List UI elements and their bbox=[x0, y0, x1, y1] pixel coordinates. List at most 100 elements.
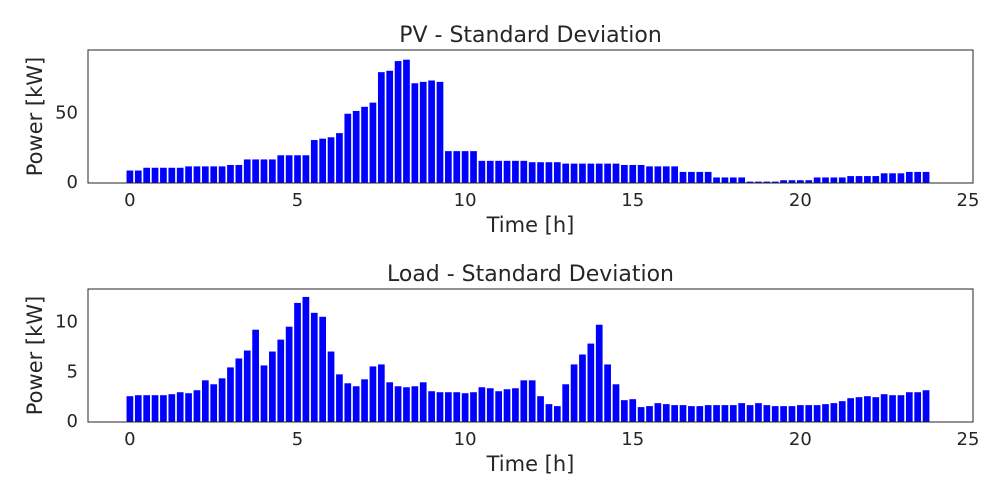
bar bbox=[822, 177, 829, 183]
bar bbox=[336, 374, 343, 422]
bar bbox=[428, 80, 435, 183]
axes-frame bbox=[87, 49, 974, 184]
bar bbox=[654, 166, 662, 183]
bar bbox=[512, 160, 519, 183]
y-tick-label: 0 bbox=[67, 411, 78, 432]
bar bbox=[621, 164, 628, 183]
x-tick-label: 20 bbox=[789, 429, 812, 450]
bar bbox=[813, 405, 821, 422]
bar bbox=[822, 404, 829, 422]
bar bbox=[428, 391, 435, 422]
y-tick-label: 50 bbox=[55, 103, 78, 124]
bar bbox=[461, 393, 469, 422]
bar bbox=[637, 164, 645, 183]
bar bbox=[134, 170, 142, 183]
bar bbox=[872, 397, 880, 422]
bar bbox=[520, 380, 528, 422]
bar bbox=[285, 326, 293, 422]
bar bbox=[922, 171, 930, 183]
x-axis-label: Time [h] bbox=[486, 452, 575, 476]
x-tick-label: 5 bbox=[292, 190, 303, 211]
bar bbox=[210, 166, 218, 183]
bar bbox=[445, 392, 452, 422]
bar bbox=[403, 59, 410, 183]
bar bbox=[562, 384, 570, 422]
bar bbox=[864, 176, 871, 183]
bar bbox=[470, 151, 477, 183]
bar bbox=[252, 329, 259, 422]
bar bbox=[327, 137, 335, 183]
bar bbox=[797, 180, 804, 183]
bar bbox=[553, 406, 561, 422]
bar bbox=[193, 390, 201, 422]
bar bbox=[269, 159, 276, 183]
bar bbox=[352, 110, 360, 183]
bar bbox=[587, 163, 595, 183]
bar bbox=[218, 378, 226, 422]
bar bbox=[461, 151, 469, 183]
bar bbox=[168, 394, 176, 422]
bar bbox=[201, 380, 209, 422]
bar bbox=[143, 167, 151, 183]
bar bbox=[671, 166, 678, 183]
bar bbox=[755, 403, 762, 422]
bar bbox=[872, 176, 880, 183]
bar bbox=[788, 180, 796, 183]
bar bbox=[637, 407, 645, 422]
bar bbox=[763, 181, 771, 183]
bar bbox=[294, 155, 301, 183]
bar bbox=[176, 392, 184, 422]
bar bbox=[914, 171, 922, 183]
bar bbox=[327, 351, 335, 422]
bar bbox=[495, 160, 503, 183]
x-tick-label: 15 bbox=[621, 190, 644, 211]
bar bbox=[243, 159, 251, 183]
bar bbox=[486, 388, 494, 422]
bar bbox=[545, 404, 553, 422]
x-tick-label: 10 bbox=[454, 429, 477, 450]
bar bbox=[193, 166, 201, 183]
bar bbox=[185, 166, 192, 183]
bar bbox=[771, 181, 779, 183]
x-tick-label: 0 bbox=[124, 429, 135, 450]
bar bbox=[227, 164, 234, 183]
bar bbox=[813, 177, 821, 183]
chart-title: Load - Standard Deviation bbox=[387, 262, 674, 287]
bar bbox=[285, 155, 293, 183]
bar bbox=[260, 365, 268, 422]
bar bbox=[537, 162, 544, 183]
bar bbox=[520, 160, 528, 183]
bar bbox=[419, 382, 427, 422]
bar bbox=[176, 167, 184, 183]
bar bbox=[235, 358, 243, 422]
x-tick-label: 25 bbox=[957, 190, 980, 211]
bar bbox=[688, 406, 695, 422]
bar bbox=[570, 163, 578, 183]
bar bbox=[629, 164, 637, 183]
bar bbox=[160, 167, 167, 183]
bar bbox=[704, 171, 712, 183]
bar bbox=[478, 387, 486, 422]
bar bbox=[897, 173, 905, 183]
bar bbox=[453, 392, 461, 422]
bar bbox=[185, 393, 192, 422]
axes-frame bbox=[87, 288, 974, 423]
x-tick-label: 25 bbox=[957, 429, 980, 450]
bar bbox=[143, 395, 151, 422]
bar bbox=[922, 390, 930, 422]
y-axis-label: Power [kW] bbox=[23, 296, 47, 415]
bar bbox=[386, 382, 394, 422]
bar bbox=[679, 405, 687, 422]
bar bbox=[855, 397, 863, 422]
bar bbox=[151, 167, 159, 183]
bar bbox=[905, 171, 913, 183]
bar bbox=[579, 163, 586, 183]
bar bbox=[905, 392, 913, 422]
bar bbox=[696, 171, 704, 183]
bar bbox=[210, 384, 218, 422]
bar bbox=[503, 160, 511, 183]
bar bbox=[151, 395, 159, 422]
bar bbox=[805, 180, 813, 183]
y-tick-label: 0 bbox=[67, 172, 78, 193]
bar bbox=[277, 339, 285, 422]
